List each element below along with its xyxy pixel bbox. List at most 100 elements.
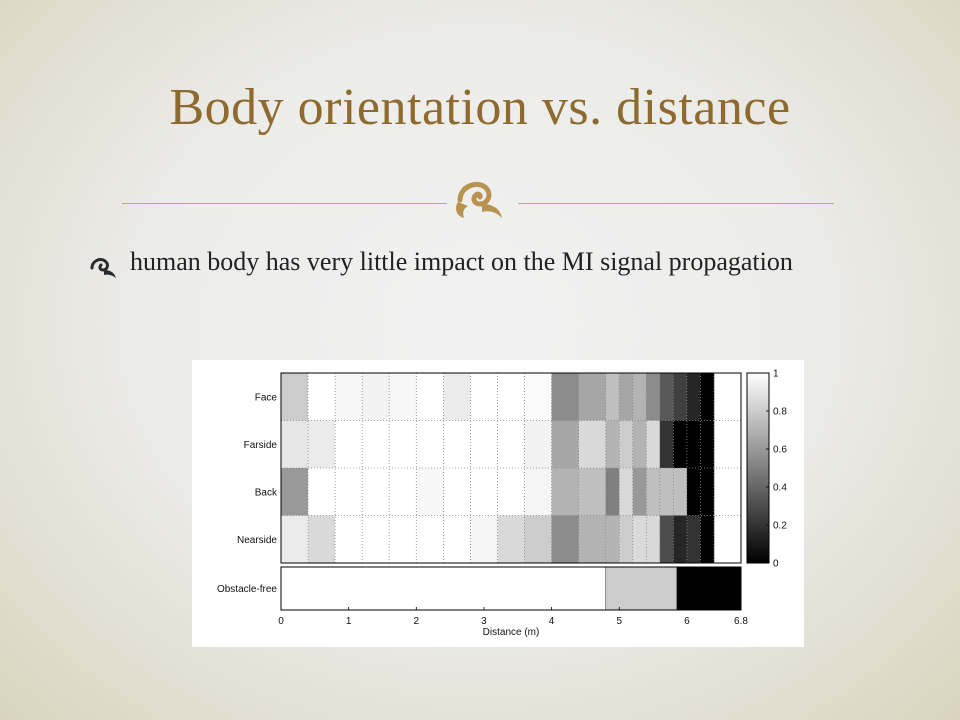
heatmap-cell — [673, 515, 688, 564]
obstacle-free-segment — [280, 566, 607, 611]
heatmap-cell — [632, 373, 647, 421]
heatmap-cell — [700, 515, 715, 564]
heatmap-cell — [646, 468, 661, 516]
colorbar-tick-label: 0.4 — [773, 483, 787, 494]
heatmap-cell — [389, 420, 417, 469]
x-tick-label: 1 — [346, 616, 352, 627]
heatmap-cell — [335, 515, 363, 564]
row-label: Face — [255, 392, 278, 403]
colorbar-tick-label: 0 — [773, 559, 779, 570]
lower-panel-frame — [280, 566, 742, 611]
heatmap-cell — [416, 515, 444, 564]
heatmap-cell — [619, 373, 634, 421]
heatmap-cell — [416, 373, 444, 421]
colorbar-tick-label: 0.6 — [773, 445, 787, 456]
heatmap-cell — [497, 468, 525, 516]
colorbar-tick-label: 0.8 — [773, 407, 787, 418]
heatmap-cell — [524, 420, 552, 469]
heatmap-cell — [686, 468, 701, 516]
x-tick-label: 6.8 — [734, 616, 748, 627]
heatmap-cell — [686, 515, 701, 564]
obstacle-free-segment — [676, 566, 742, 611]
x-tick-label: 6 — [684, 616, 690, 627]
heatmap-cell — [646, 515, 661, 564]
heatmap-cell — [700, 373, 715, 421]
heatmap-cell — [700, 420, 715, 469]
heatmap-cell — [281, 515, 309, 564]
heatmap-cell — [659, 515, 674, 564]
heatmap-cell — [497, 420, 525, 469]
heatmap-cell — [686, 420, 701, 469]
heatmap-cell — [416, 420, 444, 469]
heatmap-cell — [619, 468, 634, 516]
colorbar-tick-label: 1 — [773, 369, 779, 380]
heatmap-cell — [308, 420, 336, 469]
heatmap-cell — [335, 468, 363, 516]
heatmap-cell — [308, 468, 336, 516]
heatmap-cell — [605, 515, 620, 564]
heatmap-cell — [659, 468, 674, 516]
x-tick-label: 2 — [414, 616, 420, 627]
row-label: Back — [255, 487, 278, 498]
heatmap-cell — [335, 373, 363, 421]
heatmap-cell — [470, 373, 498, 421]
heatmap-cell — [308, 373, 336, 421]
x-tick-label: 3 — [481, 616, 487, 627]
row-label: Nearside — [237, 535, 277, 546]
heatmap-cell — [389, 373, 417, 421]
heatmap-cell — [646, 420, 661, 469]
heatmap-cell — [632, 420, 647, 469]
x-axis-label: Distance (m) — [483, 627, 540, 638]
heatmap-cell — [673, 468, 688, 516]
heatmap-figure: Face Farside Back Nearside Obstacle-free 0 1 2 3… — [192, 360, 804, 647]
heatmap-cell — [686, 373, 701, 421]
heatmap-cell — [443, 373, 471, 421]
heatmap-cell — [443, 468, 471, 516]
heatmap-cell — [619, 515, 634, 564]
heatmap-cell — [646, 373, 661, 421]
heatmap-cell — [551, 515, 579, 564]
heatmap-cell — [632, 515, 647, 564]
heatmap-cell — [524, 468, 552, 516]
heatmap-cell — [362, 373, 390, 421]
heatmap-cell — [389, 515, 417, 564]
colorbar-tick-label: 0.2 — [773, 521, 787, 532]
heatmap-cell — [578, 373, 607, 421]
heatmap-cell — [578, 420, 607, 469]
heatmap-cell — [443, 420, 471, 469]
heatmap-cell — [362, 468, 390, 516]
heatmap-cell — [605, 420, 620, 469]
heatmap-cell — [700, 468, 715, 516]
heatmap-cell — [632, 468, 647, 516]
heatmap-cell — [335, 420, 363, 469]
slide-title: Body orientation vs. distance — [169, 79, 791, 136]
colorbar — [746, 372, 770, 564]
heatmap-cell — [416, 468, 444, 516]
heatmap-cell — [497, 515, 525, 564]
heatmap-cell — [551, 468, 579, 516]
heatmap-cell — [578, 515, 607, 564]
heatmap-cell — [281, 420, 309, 469]
heatmap-cell — [605, 468, 620, 516]
heatmap-cell — [551, 420, 579, 469]
row-label: Farside — [244, 440, 278, 451]
x-tick-label: 4 — [549, 616, 555, 627]
heatmap-cell — [281, 468, 309, 516]
title-divider-left — [122, 203, 447, 204]
upper-panel-frame — [280, 372, 742, 564]
heatmap-cell — [362, 515, 390, 564]
heatmap-cell — [497, 373, 525, 421]
heatmap-cell — [524, 373, 552, 421]
x-tick-label: 5 — [616, 616, 622, 627]
bullet-text: human body has very little impact on the… — [130, 247, 793, 276]
row-label-obstacle-free: Obstacle-free — [217, 584, 277, 595]
heatmap-cell — [551, 373, 579, 421]
heatmap-cell — [362, 420, 390, 469]
heatmap-cell — [308, 515, 336, 564]
heatmap-cell — [659, 420, 674, 469]
title-divider-right — [518, 203, 834, 204]
heatmap-cell — [619, 420, 634, 469]
heatmap-cell — [524, 515, 552, 564]
heatmap-cell — [443, 515, 471, 564]
fleuron-bullet-icon — [90, 258, 116, 278]
